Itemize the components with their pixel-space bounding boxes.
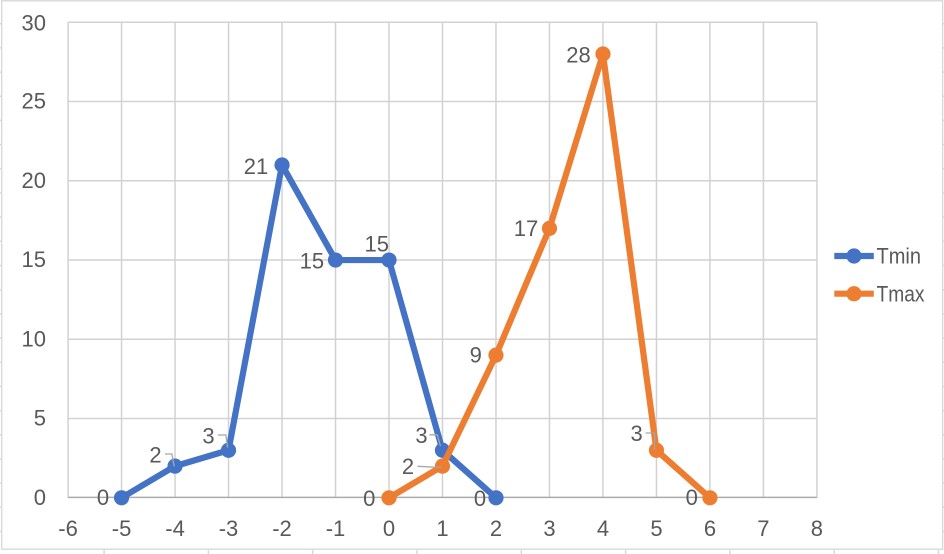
svg-text:10: 10 <box>22 326 46 351</box>
svg-text:2: 2 <box>149 443 161 468</box>
svg-text:1: 1 <box>436 516 448 541</box>
svg-text:30: 30 <box>22 10 46 35</box>
svg-text:0: 0 <box>686 485 698 510</box>
svg-text:-4: -4 <box>165 516 185 541</box>
svg-text:21: 21 <box>244 154 268 179</box>
svg-text:17: 17 <box>514 216 538 241</box>
svg-text:3: 3 <box>415 423 427 448</box>
svg-text:-6: -6 <box>58 516 78 541</box>
svg-text:15: 15 <box>300 249 324 274</box>
svg-text:4: 4 <box>597 516 609 541</box>
svg-text:Tmax: Tmax <box>877 282 925 307</box>
svg-text:5: 5 <box>34 406 46 431</box>
svg-text:0: 0 <box>383 516 395 541</box>
svg-text:3: 3 <box>630 421 642 446</box>
svg-text:Tmin: Tmin <box>877 244 922 269</box>
svg-text:0: 0 <box>34 485 46 510</box>
svg-text:9: 9 <box>470 342 482 367</box>
svg-text:15: 15 <box>365 232 389 257</box>
svg-text:2: 2 <box>402 454 414 479</box>
svg-text:0: 0 <box>97 485 109 510</box>
svg-text:3: 3 <box>202 424 214 449</box>
svg-text:0: 0 <box>474 486 486 511</box>
svg-text:7: 7 <box>757 516 769 541</box>
svg-text:5: 5 <box>650 516 662 541</box>
svg-text:0: 0 <box>363 486 375 511</box>
svg-text:-3: -3 <box>219 516 239 541</box>
svg-text:-5: -5 <box>112 516 132 541</box>
svg-text:20: 20 <box>22 168 46 193</box>
svg-text:25: 25 <box>22 89 46 114</box>
svg-text:-2: -2 <box>272 516 292 541</box>
svg-text:15: 15 <box>22 247 46 272</box>
svg-text:6: 6 <box>704 516 716 541</box>
svg-text:28: 28 <box>566 43 590 68</box>
svg-text:8: 8 <box>811 516 823 541</box>
svg-text:2: 2 <box>490 516 502 541</box>
svg-text:3: 3 <box>543 516 555 541</box>
svg-text:-1: -1 <box>326 516 346 541</box>
